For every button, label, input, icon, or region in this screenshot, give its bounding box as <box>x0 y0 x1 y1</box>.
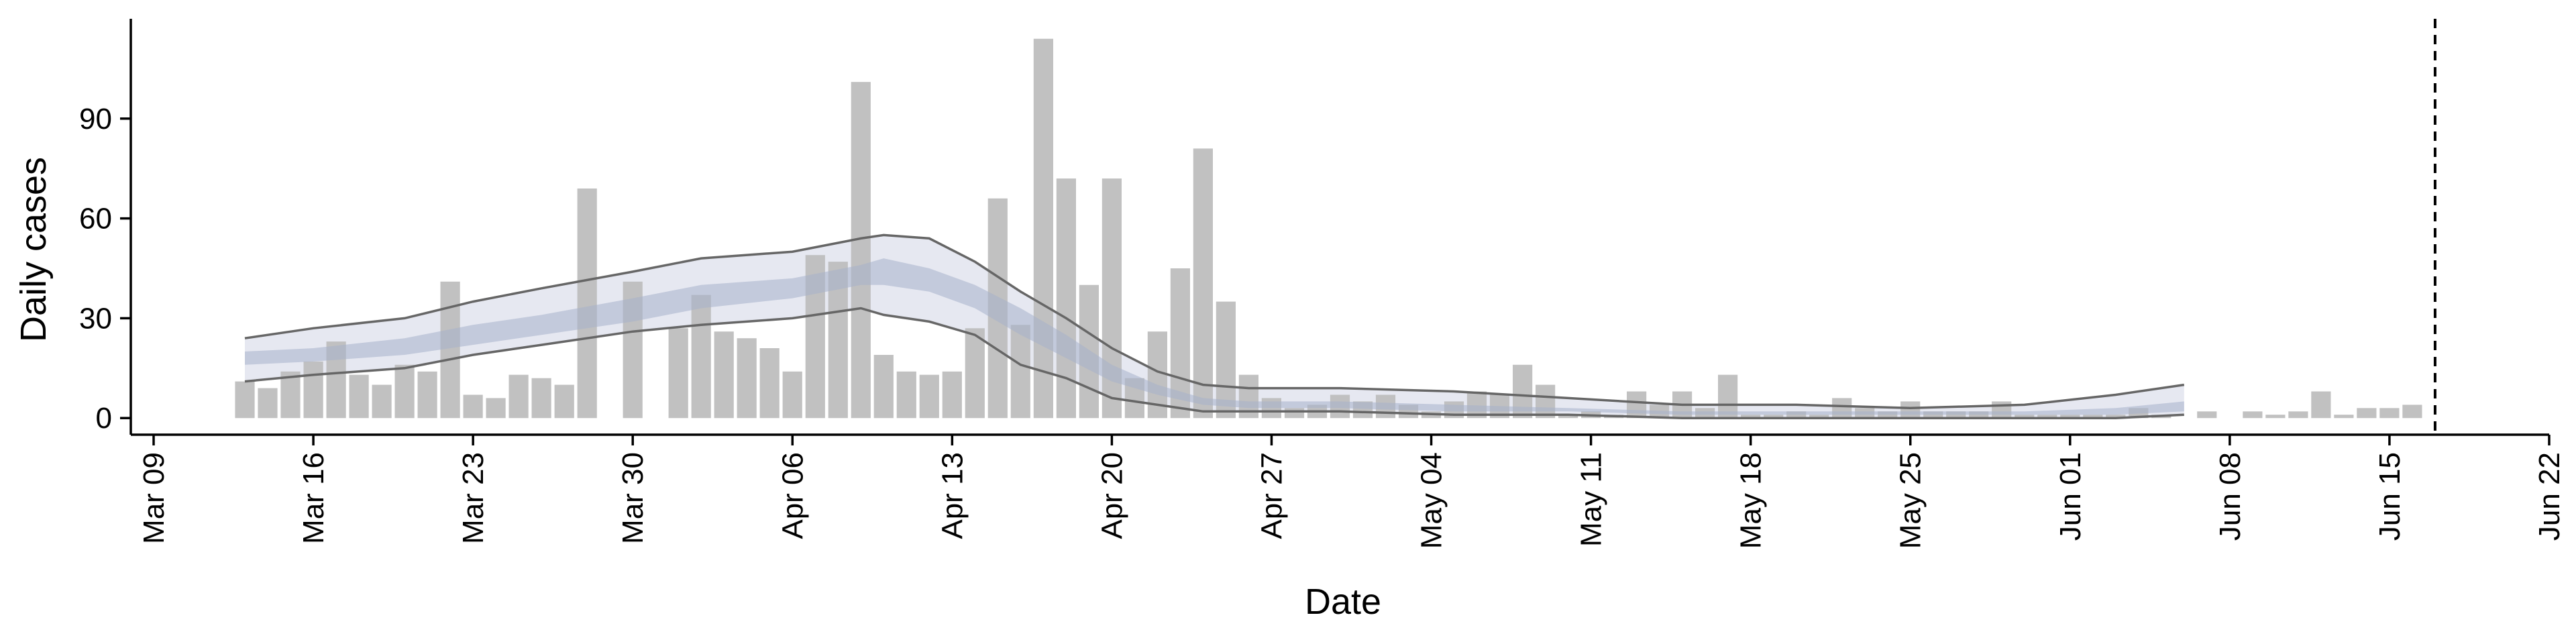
case-bar <box>531 378 551 419</box>
case-bar <box>1216 301 1236 419</box>
outer-interval-band <box>245 235 2184 419</box>
case-bar <box>759 348 780 419</box>
case-bar <box>2197 411 2217 419</box>
x-tick-label: May 25 <box>1894 452 1927 549</box>
case-bar <box>349 374 369 419</box>
case-bar <box>2243 411 2263 419</box>
x-tick-label: May 11 <box>1575 452 1608 547</box>
case-bar <box>463 394 483 419</box>
case-bar <box>2083 415 2103 419</box>
y-tick-label: 90 <box>79 103 112 136</box>
case-bar <box>2265 415 2286 419</box>
case-bar <box>737 338 757 419</box>
case-bar <box>782 371 802 419</box>
x-tick-label: Mar 09 <box>138 452 170 544</box>
case-bar <box>508 374 529 419</box>
case-bar <box>2311 391 2331 419</box>
case-bar <box>2402 405 2422 419</box>
y-tick-label: 0 <box>96 402 112 435</box>
case-bar <box>851 82 871 419</box>
case-bar <box>1786 411 1807 419</box>
upper-bound-line <box>244 233 2185 410</box>
x-tick-label: Jun 22 <box>2533 452 2566 541</box>
case-bar <box>2015 415 2035 419</box>
x-tick-label: Apr 27 <box>1256 452 1289 539</box>
case-bar <box>2037 415 2057 419</box>
case-bar <box>668 328 688 419</box>
case-bar <box>873 355 894 419</box>
case-bar <box>2060 415 2080 419</box>
case-bar <box>1536 384 1556 419</box>
case-bar <box>942 371 962 419</box>
y-tick-label: 30 <box>79 302 112 335</box>
case-bar <box>1284 408 1305 419</box>
case-bar <box>280 371 301 419</box>
case-bar <box>1764 415 1784 419</box>
case-bar <box>2379 408 2400 419</box>
x-tick-label: Jun 08 <box>2214 452 2247 541</box>
y-axis-label: Daily cases <box>13 157 54 342</box>
daily-case-bars <box>235 38 2422 419</box>
case-bar <box>1900 401 1921 419</box>
case-bar <box>1261 398 1281 419</box>
case-bar <box>1741 415 1761 419</box>
axes: 0 30 60 90 Mar 09 Mar 16 Mar 23 Mar 30 Apr 06 Apr… <box>79 19 2566 549</box>
x-tick-label: Mar 23 <box>457 452 490 544</box>
x-tick-label: May 18 <box>1735 452 1768 549</box>
x-tick-label: Mar 30 <box>616 452 649 544</box>
case-bar <box>1558 415 1578 419</box>
forecast-band-layer <box>245 235 2184 419</box>
x-tick-label: Apr 06 <box>776 452 809 539</box>
case-bar <box>2288 411 2308 419</box>
case-bar <box>1992 401 2012 419</box>
lower-bound-line <box>244 307 2184 419</box>
case-bar <box>2334 415 2354 419</box>
case-bar <box>965 328 985 419</box>
case-bar <box>1010 325 1030 419</box>
case-bar <box>714 331 734 419</box>
case-bar <box>417 371 437 419</box>
x-tick-label: May 04 <box>1415 452 1448 549</box>
case-bar <box>486 398 506 419</box>
credible-interval-layer <box>244 233 2185 419</box>
case-bar <box>372 384 392 419</box>
case-bar <box>1809 415 1829 419</box>
case-bar <box>1627 391 1647 419</box>
case-bar <box>258 388 278 419</box>
case-bar <box>2357 408 2377 419</box>
x-tick-label: Apr 13 <box>936 452 969 539</box>
x-axis-label: Date <box>1305 582 1381 622</box>
x-tick-label: Jun 15 <box>2373 452 2406 541</box>
case-bar <box>1923 411 1943 419</box>
case-bar <box>235 381 255 419</box>
case-bar <box>554 384 574 419</box>
y-tick-label: 60 <box>79 203 112 235</box>
case-bar <box>394 364 415 419</box>
case-bar <box>1878 411 1898 419</box>
case-bar <box>1033 38 1053 419</box>
x-tick-label: Mar 16 <box>297 452 330 544</box>
case-bar <box>577 189 597 419</box>
case-bar <box>1193 148 1213 419</box>
case-bar <box>1946 411 1966 419</box>
inner-interval-band <box>245 258 2184 415</box>
case-bar <box>919 374 939 419</box>
x-tick-label: Apr 20 <box>1095 452 1128 539</box>
case-bar <box>691 294 711 419</box>
case-bar <box>896 371 916 419</box>
x-tick-label: Jun 01 <box>2054 452 2087 541</box>
case-bar <box>1969 411 1989 419</box>
case-bar <box>1718 374 1738 419</box>
case-bar <box>1832 398 1852 419</box>
case-bar <box>303 361 323 419</box>
case-bar <box>2106 415 2126 419</box>
case-bar <box>440 281 460 419</box>
